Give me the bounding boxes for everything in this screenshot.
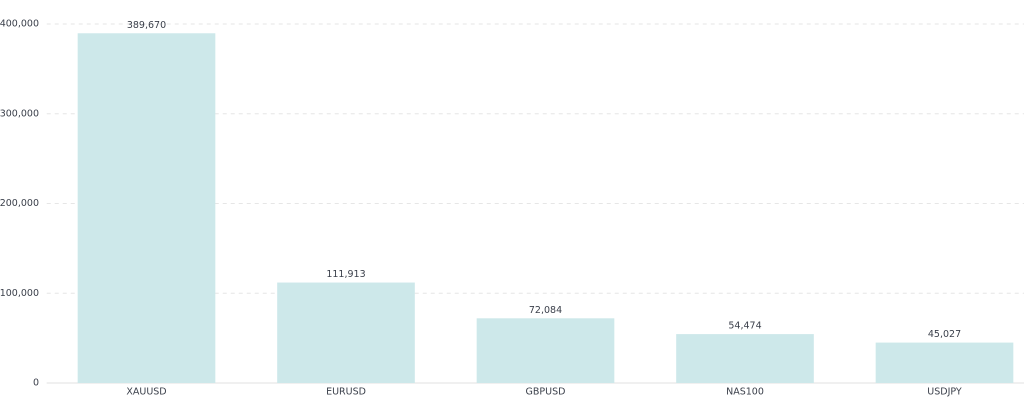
- bar: [676, 334, 814, 383]
- y-tick-label: 100,000: [0, 288, 39, 299]
- x-tick-label: NAS100: [726, 387, 764, 398]
- value-label: 54,474: [728, 321, 761, 332]
- x-tick-label: EURUSD: [326, 387, 366, 398]
- x-tick-label: USDJPY: [927, 387, 962, 398]
- y-tick-label: 400,000: [0, 19, 39, 30]
- x-tick-label: GBPUSD: [526, 387, 566, 398]
- x-tick-label: XAUUSD: [126, 387, 166, 398]
- bar: [77, 33, 216, 383]
- y-tick-label: 0: [33, 378, 39, 389]
- value-label: 45,027: [928, 329, 961, 340]
- value-label: 111,913: [326, 269, 365, 280]
- bar: [476, 318, 615, 383]
- bar: [875, 342, 1014, 383]
- y-tick-label: 200,000: [0, 198, 39, 209]
- bar: [277, 282, 415, 383]
- value-label: 72,084: [529, 305, 562, 316]
- value-label: 389,670: [127, 20, 166, 31]
- y-tick-label: 300,000: [0, 108, 39, 119]
